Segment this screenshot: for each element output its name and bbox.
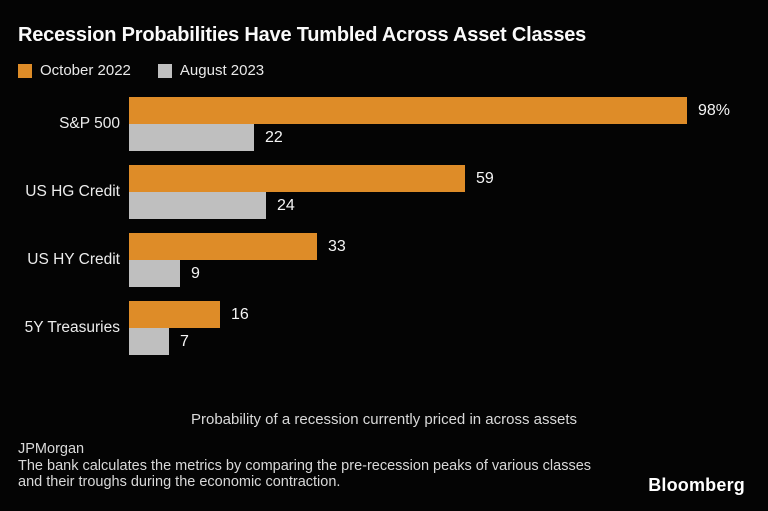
bar-value-label: 9 (191, 264, 200, 282)
category-label: US HY Credit (27, 251, 120, 268)
bar (129, 328, 169, 355)
source-label: JPMorgan (18, 441, 85, 457)
bar-value-label: 98% (698, 101, 731, 119)
bar-pair: 16 7 (129, 301, 249, 355)
bar-pair: 33 9 (129, 233, 346, 287)
bar-value-label: 16 (231, 305, 249, 323)
bar (129, 301, 220, 328)
legend-label: August 2023 (179, 62, 265, 79)
category-label: US HG Credit (25, 183, 120, 200)
bar-line: 22 (129, 124, 730, 151)
footer: JPMorgan The bank calculates the metrics… (18, 441, 616, 491)
bar-group: S&P 500 98% 22 (18, 97, 750, 151)
chart-caption: Probability of a recession currently pri… (190, 411, 577, 428)
bar-pair: 98% 22 (129, 97, 730, 151)
bar-group: 5Y Treasuries 16 7 (18, 301, 750, 355)
bar-line: 24 (129, 192, 494, 219)
bar-line: 9 (129, 260, 346, 287)
bar-line: 7 (129, 328, 249, 355)
legend-item-august-2023: August 2023 (157, 62, 265, 79)
legend-item-october-2022: October 2022 (18, 62, 131, 79)
bar-group: US HY Credit 33 9 (18, 233, 750, 287)
bar-line: 33 (129, 233, 346, 260)
bloomberg-logo: Bloomberg (648, 475, 745, 495)
category-label: S&P 500 (59, 115, 120, 132)
bar-value-label: 7 (180, 332, 189, 350)
bar (129, 124, 254, 151)
chart-title: Recession Probabilities Have Tumbled Acr… (18, 24, 587, 46)
bar-line: 98% (129, 97, 730, 124)
legend-label: October 2022 (40, 62, 131, 79)
bar-line: 16 (129, 301, 249, 328)
bar-chart: S&P 500 98% 22 US HG Credit 59 24 US HY Credit… (18, 97, 750, 369)
bar-group: US HG Credit 59 24 (18, 165, 750, 219)
legend-swatch-icon (157, 63, 172, 78)
bar (129, 97, 687, 124)
bar-value-label: 24 (277, 196, 295, 214)
bar (129, 260, 180, 287)
legend-swatch-icon (18, 63, 32, 78)
bar-value-label: 33 (328, 237, 346, 255)
bar-value-label: 22 (265, 128, 283, 146)
bar (129, 233, 317, 260)
legend: October 2022 August 2023 (18, 62, 264, 79)
bar-value-label: 59 (476, 169, 494, 187)
bar-line: 59 (129, 165, 494, 192)
methodology-note: The bank calculates the metrics by compa… (18, 457, 592, 491)
category-label: 5Y Treasuries (24, 319, 120, 336)
bar (129, 165, 465, 192)
bar (129, 192, 266, 219)
bar-pair: 59 24 (129, 165, 494, 219)
